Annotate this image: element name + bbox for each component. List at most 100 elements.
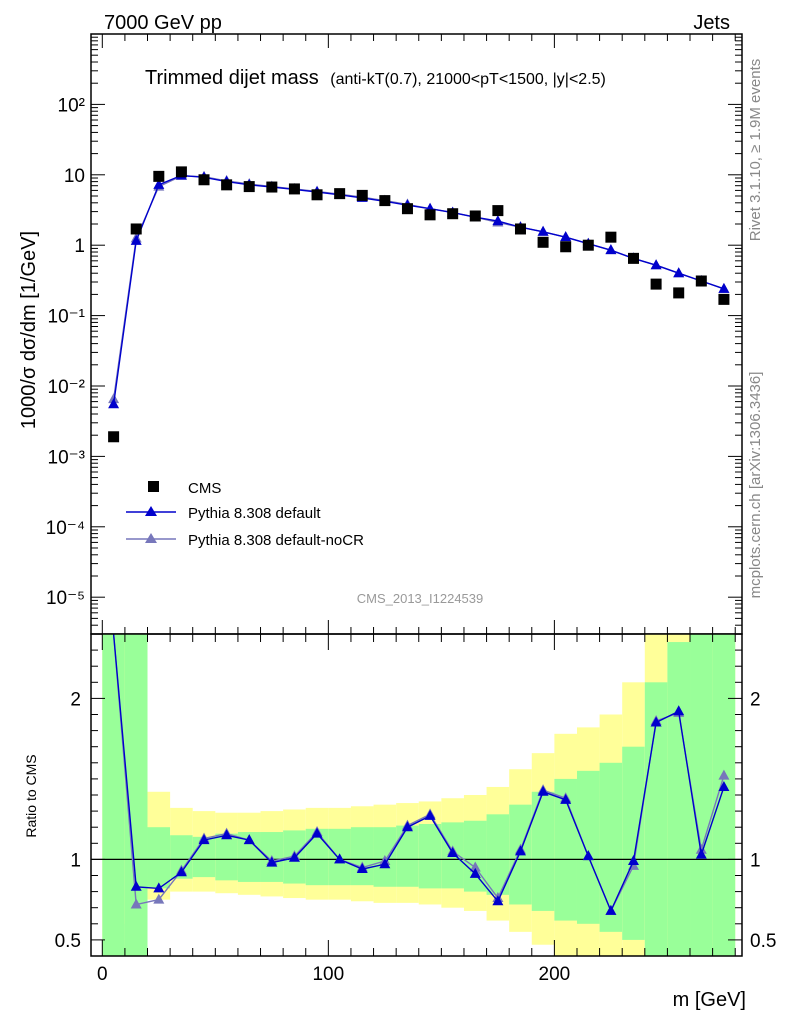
data-point-default — [537, 225, 549, 236]
x-tick-label: 0 — [97, 964, 108, 985]
main-panel: 10⁻⁵ 10⁻⁴ 10⁻³ 10⁻² 10⁻¹ 1 10 10² — [46, 33, 743, 635]
band-green — [418, 823, 442, 889]
y-tick-label: 10² — [58, 95, 85, 116]
data-point-cms — [628, 252, 639, 264]
data-point-default — [130, 234, 142, 245]
y-tick-label: 10⁻³ — [48, 447, 86, 468]
y-tick-label: 10⁻⁴ — [46, 518, 85, 539]
x-tick-label: 200 — [539, 964, 571, 985]
ratio-point-nocr — [153, 893, 165, 904]
data-point-cms — [650, 278, 662, 290]
data-point-cms — [514, 223, 526, 235]
ratio-point-default — [560, 793, 572, 804]
data-point-cms — [243, 181, 255, 193]
series-line-default — [112, 174, 725, 405]
ratio-point-default — [379, 858, 391, 869]
legend-label-cms: CMS — [188, 480, 221, 497]
ratio-point-nocr — [718, 769, 730, 780]
data-point-cms — [718, 293, 730, 305]
ratio-line-default — [112, 633, 725, 913]
data-point-cms — [130, 223, 142, 235]
band-green — [463, 820, 487, 892]
ratio-point-default — [356, 863, 368, 874]
ratio-point-default — [288, 851, 300, 862]
band-green — [396, 825, 419, 887]
band-green — [599, 762, 623, 932]
series-line-nocr — [112, 175, 725, 400]
legend-label-nocr: Pythia 8.308 default-noCR — [188, 532, 364, 549]
mcplots-label: mcplots.cern.ch [arXiv:1306.3436] — [747, 372, 764, 599]
band-green — [690, 634, 713, 956]
ratio-y-tick-label-right: 0.5 — [750, 931, 776, 952]
x-tick-label: 100 — [312, 964, 344, 985]
data-point-cms — [221, 179, 233, 191]
ratio-point-default — [695, 848, 707, 859]
legend: CMS Pythia 8.308 default Pythia 8.308 de… — [126, 480, 364, 549]
band-green — [531, 791, 555, 911]
data-point-default — [605, 244, 617, 255]
ratio-point-default — [492, 895, 504, 906]
data-point-cms — [153, 170, 165, 182]
band-green — [712, 634, 736, 956]
analysis-watermark: CMS_2013_I1224539 — [357, 591, 484, 606]
band-green — [215, 833, 238, 881]
legend-label-default: Pythia 8.308 default — [188, 505, 321, 522]
ratio-point-nocr — [469, 861, 481, 872]
ratio-y-tick-label-right: 1 — [750, 850, 761, 871]
ratio-y-tick-label-right: 2 — [750, 689, 761, 710]
data-point-default — [153, 178, 165, 189]
data-point-cms — [266, 181, 278, 193]
ratio-point-default — [334, 853, 346, 864]
ratio-point-default — [650, 716, 662, 727]
data-point-cms — [605, 231, 617, 243]
data-point-cms — [288, 183, 300, 195]
ratio-point-default — [537, 785, 549, 796]
band-green — [170, 835, 193, 879]
plot-subtitle: (anti-kT(0.7), 21000<pT<1500, |y|<2.5) — [330, 71, 606, 88]
band-green — [644, 682, 668, 956]
band-green — [305, 828, 329, 886]
ratio-point-default — [582, 850, 594, 861]
data-point-cms — [537, 236, 549, 248]
data-point-cms — [560, 241, 572, 253]
data-point-cms — [492, 205, 504, 217]
ratio-point-default — [311, 827, 323, 838]
band-green — [667, 642, 691, 956]
legend-marker-default — [145, 506, 157, 516]
ratio-point-default — [514, 845, 526, 856]
y-tick-label: 10⁻² — [48, 377, 86, 398]
ratio-point-default — [628, 855, 639, 866]
data-point-cms — [311, 189, 323, 201]
ratio-point-default — [718, 780, 730, 791]
rivet-label: Rivet 3.1.10, ≥ 1.9M events — [747, 59, 764, 242]
ratio-axis-title: Ratio to CMS — [23, 754, 39, 837]
y-axis-title: 1000/σ dσ/dm [1/GeV] — [18, 231, 40, 429]
ratio-point-default — [221, 829, 233, 840]
x-axis-title: m [GeV] — [673, 989, 746, 1011]
data-point-default — [492, 215, 504, 226]
band-green — [102, 634, 125, 956]
ratio-y-tick-label: 2 — [70, 689, 81, 710]
ratio-y-tick-label: 1 — [70, 850, 81, 871]
ratio-point-default — [153, 882, 165, 893]
header-right: Jets — [693, 12, 730, 34]
data-point-default — [673, 267, 685, 278]
ratio-point-default — [447, 846, 459, 857]
ratio-line-nocr — [112, 633, 725, 913]
band-green — [486, 814, 510, 895]
ratio-point-default — [424, 809, 436, 820]
ratio-panel: 0.5 0.5 1 1 2 2 0 100 200 — [55, 633, 776, 985]
ratio-point-default — [266, 856, 278, 867]
ratio-point-default — [401, 821, 413, 832]
data-point-cms — [424, 209, 436, 221]
data-point-default — [650, 259, 662, 270]
data-point-cms — [469, 210, 481, 222]
band-green — [350, 827, 374, 886]
data-point-cms — [447, 208, 459, 220]
y-tick-label: 1 — [74, 236, 85, 257]
ratio-point-default — [605, 904, 617, 915]
ratio-point-default — [198, 834, 210, 845]
data-point-cms — [108, 431, 120, 443]
band-green — [124, 634, 148, 956]
